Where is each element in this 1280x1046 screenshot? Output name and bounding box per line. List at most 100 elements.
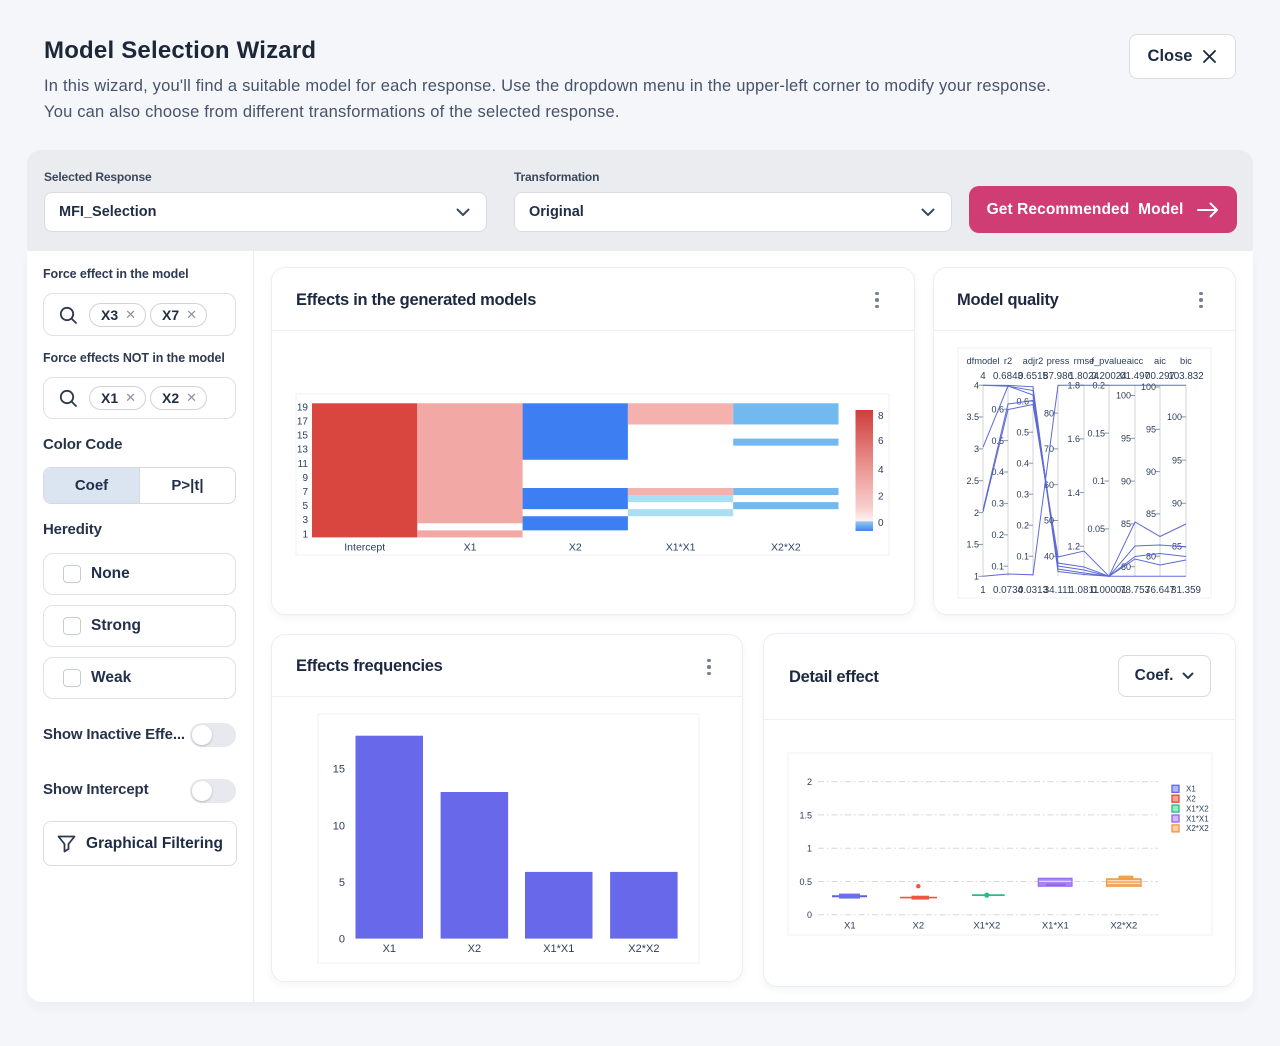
svg-text:34.111: 34.111 — [1044, 585, 1073, 596]
svg-text:X2*X2: X2*X2 — [771, 542, 801, 554]
svg-text:80: 80 — [1121, 562, 1131, 572]
svg-text:1: 1 — [974, 572, 979, 582]
svg-text:0.5: 0.5 — [799, 877, 812, 887]
svg-text:X2*X2: X2*X2 — [628, 943, 659, 955]
svg-text:X2*X2: X2*X2 — [1186, 824, 1209, 833]
svg-text:0.6: 0.6 — [1016, 396, 1029, 406]
svg-text:3.5: 3.5 — [966, 412, 979, 422]
svg-text:10: 10 — [333, 820, 345, 832]
svg-text:0.15: 0.15 — [1087, 428, 1105, 438]
svg-text:5: 5 — [339, 877, 345, 889]
svg-text:X1*X2: X1*X2 — [973, 921, 1000, 932]
svg-text:2: 2 — [807, 777, 812, 787]
svg-text:90: 90 — [1146, 467, 1156, 477]
svg-text:78.753: 78.753 — [1120, 585, 1151, 596]
svg-text:13: 13 — [297, 445, 309, 456]
svg-text:95: 95 — [1146, 425, 1156, 435]
svg-text:103.832: 103.832 — [1168, 371, 1203, 382]
svg-text:r2: r2 — [1004, 356, 1012, 366]
svg-text:2: 2 — [974, 508, 979, 518]
svg-text:aic: aic — [1154, 356, 1166, 366]
svg-text:0: 0 — [878, 518, 884, 529]
svg-text:1: 1 — [980, 585, 985, 596]
svg-text:X2*X2: X2*X2 — [1110, 921, 1137, 932]
svg-text:2.5: 2.5 — [966, 476, 979, 486]
svg-text:X1: X1 — [1186, 785, 1196, 794]
svg-text:01.497: 01.497 — [1120, 371, 1150, 382]
svg-text:0.0313: 0.0313 — [1018, 585, 1049, 596]
svg-text:X1: X1 — [844, 921, 856, 932]
svg-text:76.647: 76.647 — [1145, 585, 1175, 596]
svg-text:X1: X1 — [383, 943, 396, 955]
svg-text:bic: bic — [1180, 356, 1192, 366]
svg-text:9: 9 — [302, 473, 308, 484]
svg-text:0.4: 0.4 — [1016, 458, 1029, 468]
svg-text:aicc: aicc — [1127, 356, 1144, 366]
svg-text:4: 4 — [878, 465, 884, 476]
svg-text:0.5: 0.5 — [1016, 427, 1029, 437]
svg-text:40: 40 — [1044, 552, 1054, 562]
svg-text:0.0734: 0.0734 — [993, 585, 1024, 596]
svg-text:81.359: 81.359 — [1171, 585, 1201, 596]
svg-text:X1*X1: X1*X1 — [543, 943, 574, 955]
svg-text:1.2: 1.2 — [1067, 542, 1080, 552]
svg-text:15: 15 — [333, 764, 345, 776]
svg-text:1: 1 — [807, 844, 812, 854]
svg-text:f_pvalue: f_pvalue — [1091, 356, 1126, 366]
svg-text:X2: X2 — [1186, 795, 1196, 804]
svg-text:6: 6 — [878, 436, 884, 447]
svg-text:0.1: 0.1 — [991, 561, 1004, 571]
svg-text:17: 17 — [297, 416, 309, 427]
svg-text:80: 80 — [1146, 551, 1156, 561]
svg-text:X1*X1: X1*X1 — [666, 542, 696, 554]
svg-text:X1*X2: X1*X2 — [1186, 804, 1209, 813]
svg-text:0.6843: 0.6843 — [993, 371, 1024, 382]
svg-text:press: press — [1047, 356, 1070, 366]
svg-text:0.20024: 0.20024 — [1091, 371, 1127, 382]
svg-text:00.297: 00.297 — [1145, 371, 1175, 382]
svg-text:X1*X1: X1*X1 — [1186, 814, 1209, 823]
svg-text:rmse: rmse — [1074, 356, 1095, 366]
svg-text:1.4: 1.4 — [1067, 488, 1080, 498]
svg-text:X1*X1: X1*X1 — [1042, 921, 1069, 932]
svg-text:11: 11 — [298, 459, 309, 470]
svg-text:19: 19 — [297, 402, 309, 413]
svg-text:dfmodel: dfmodel — [966, 356, 999, 366]
svg-text:1.0811: 1.0811 — [1069, 585, 1098, 596]
svg-text:Intercept: Intercept — [344, 542, 385, 554]
svg-text:0.2: 0.2 — [1016, 520, 1029, 530]
svg-text:5: 5 — [302, 501, 308, 512]
svg-text:0: 0 — [807, 910, 812, 920]
svg-text:X2: X2 — [912, 921, 924, 932]
svg-text:X2: X2 — [468, 943, 481, 955]
svg-text:3: 3 — [302, 515, 308, 526]
svg-text:3: 3 — [974, 444, 979, 454]
svg-text:2: 2 — [878, 492, 884, 503]
svg-text:95: 95 — [1172, 455, 1182, 465]
svg-text:60: 60 — [1044, 480, 1054, 490]
svg-text:0.1: 0.1 — [1016, 551, 1029, 561]
svg-text:0.6: 0.6 — [991, 404, 1004, 414]
svg-text:0.05: 0.05 — [1087, 524, 1105, 534]
svg-text:0.3: 0.3 — [991, 499, 1004, 509]
svg-text:70: 70 — [1044, 444, 1054, 454]
svg-text:0.1: 0.1 — [1092, 476, 1105, 486]
svg-text:80: 80 — [1044, 408, 1054, 418]
svg-text:1.5: 1.5 — [966, 540, 979, 550]
svg-text:1.6: 1.6 — [1067, 434, 1080, 444]
svg-text:15: 15 — [297, 431, 309, 442]
svg-text:100: 100 — [1167, 412, 1182, 422]
svg-text:0.3: 0.3 — [1016, 489, 1029, 499]
svg-text:7: 7 — [302, 487, 308, 498]
svg-text:1.8024: 1.8024 — [1069, 371, 1100, 382]
svg-text:1: 1 — [302, 529, 308, 540]
svg-text:85: 85 — [1146, 509, 1156, 519]
svg-text:87.986: 87.986 — [1043, 371, 1074, 382]
svg-text:X2: X2 — [569, 542, 582, 554]
svg-text:0.2: 0.2 — [991, 530, 1004, 540]
svg-text:85: 85 — [1121, 519, 1131, 529]
svg-text:8: 8 — [878, 411, 884, 422]
svg-text:95: 95 — [1121, 434, 1131, 444]
svg-text:1.5: 1.5 — [799, 810, 812, 820]
svg-text:0: 0 — [339, 934, 345, 946]
